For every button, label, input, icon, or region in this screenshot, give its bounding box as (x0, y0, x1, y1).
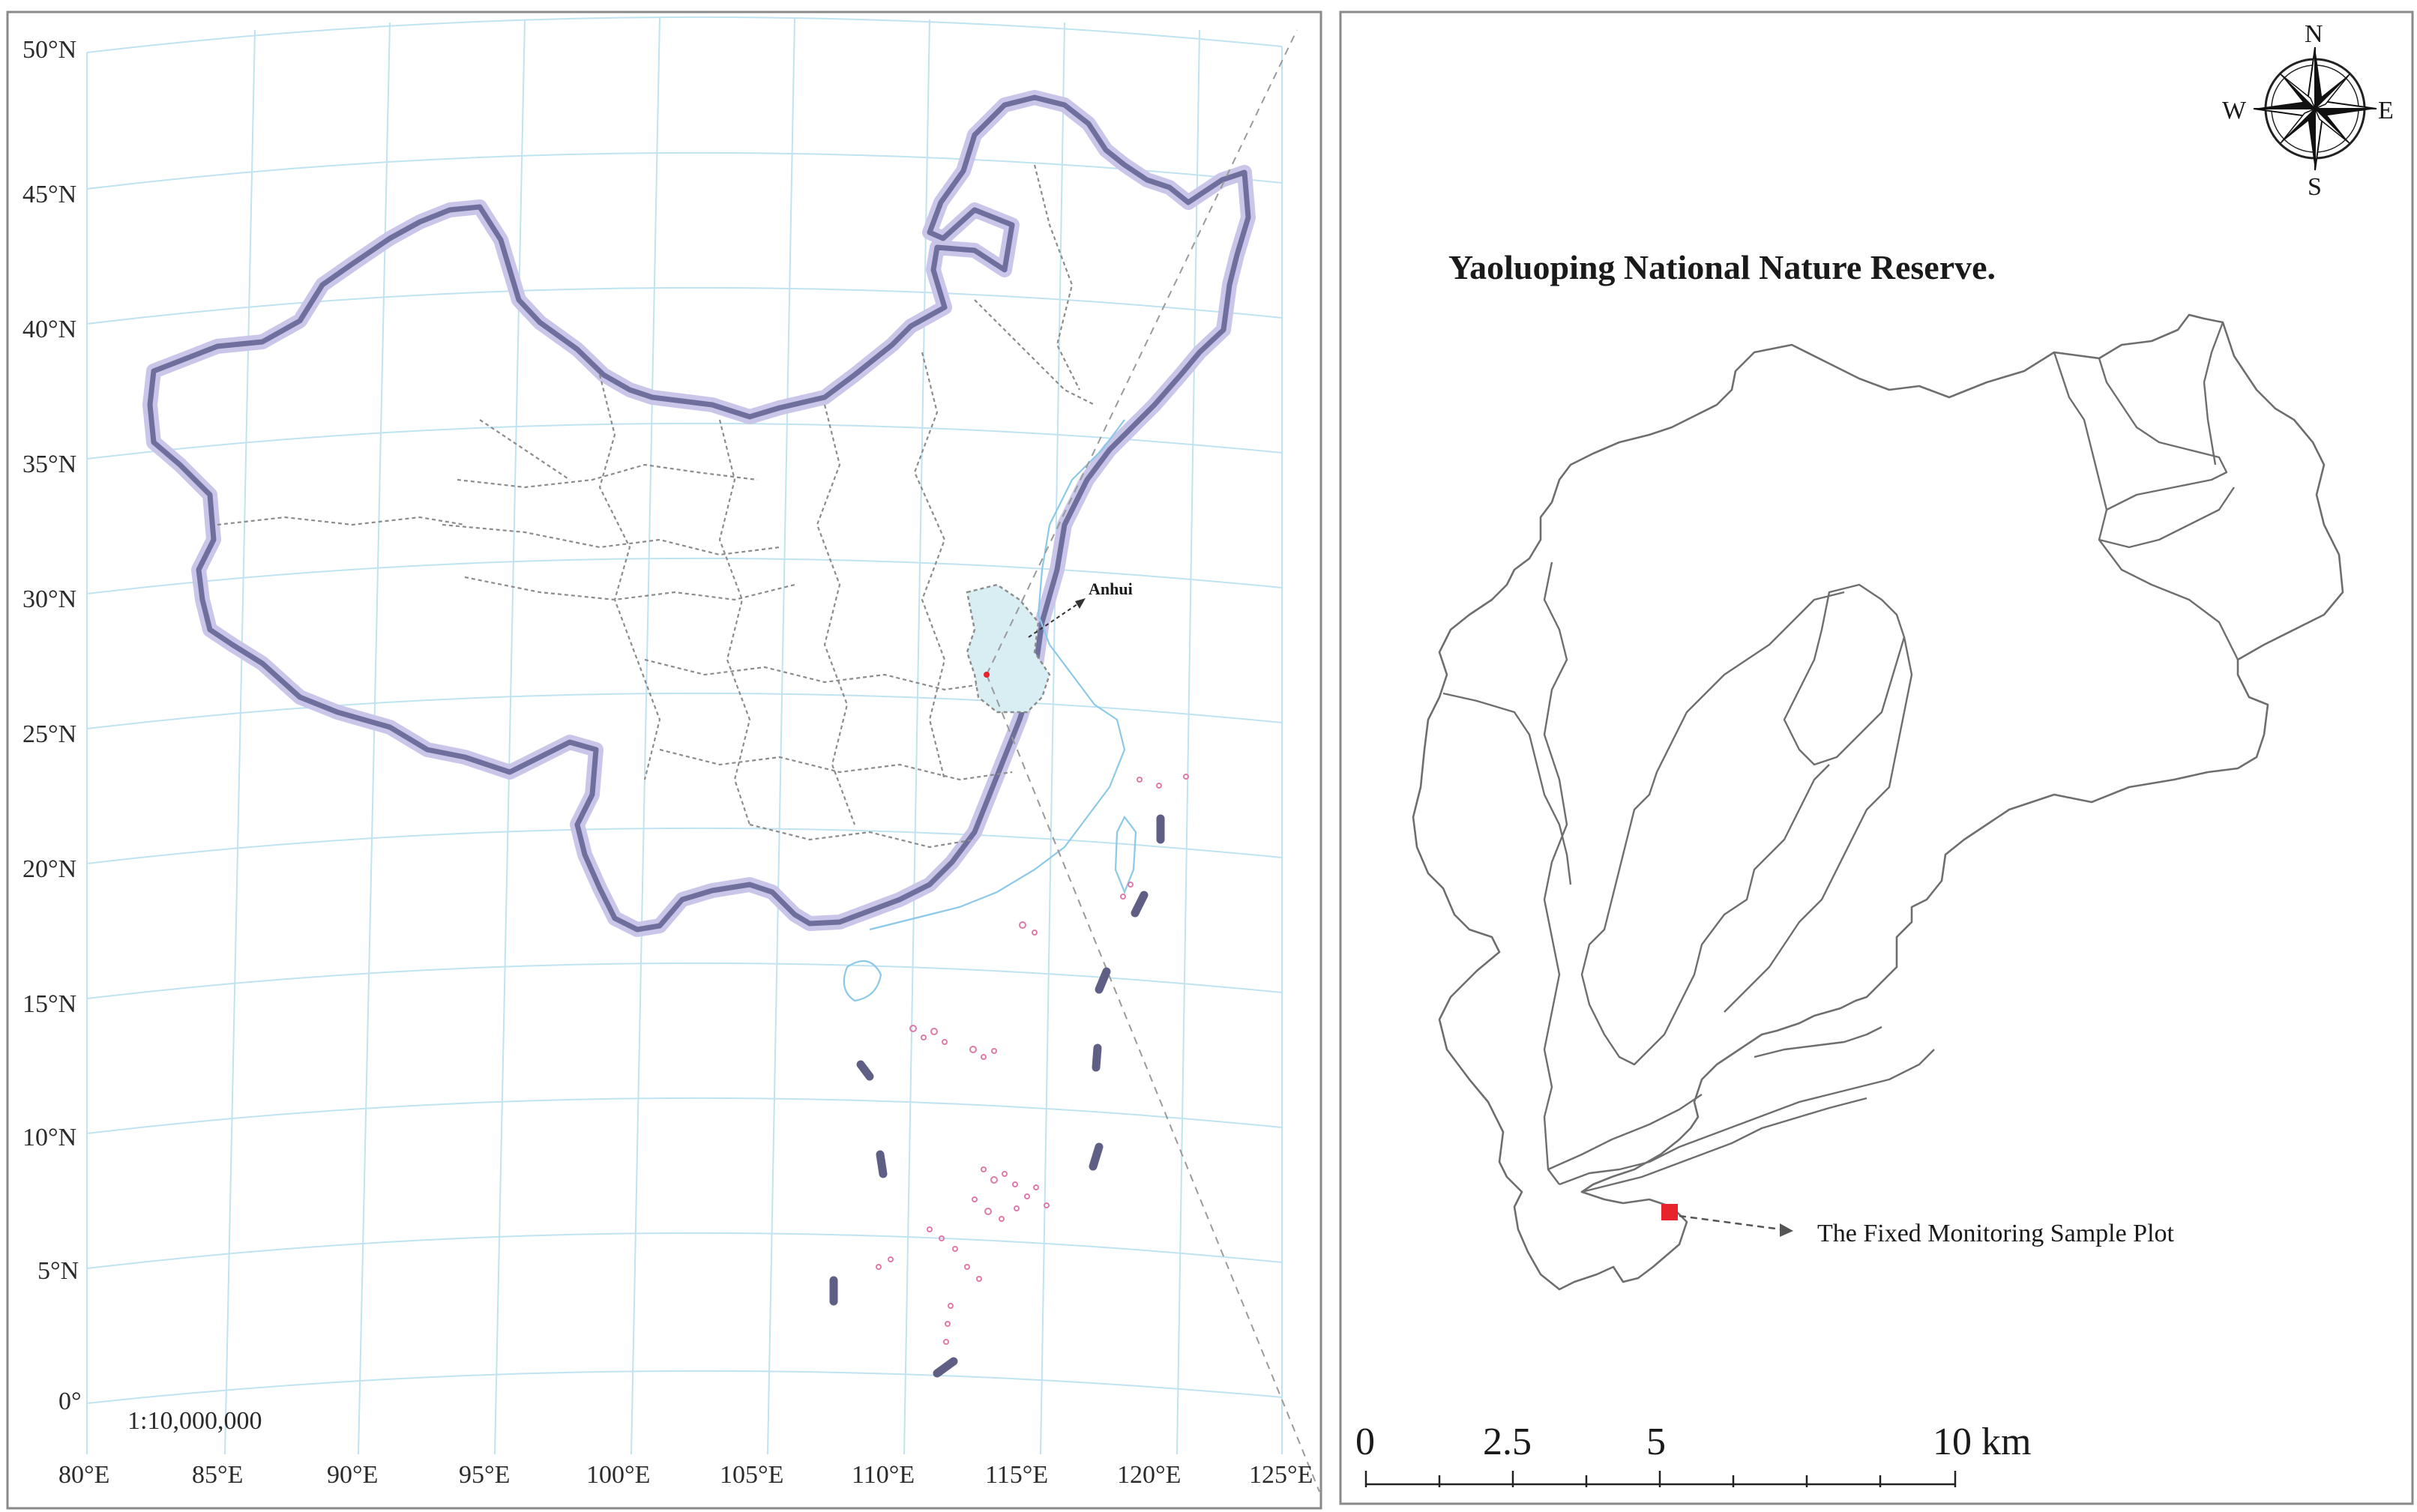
sample-plot-marker (1661, 1204, 1678, 1220)
lon-label: 85°E (192, 1461, 243, 1489)
lat-label: 5°N (37, 1257, 79, 1285)
lon-label: 80°E (58, 1461, 109, 1489)
lon-label: 125°E (1249, 1461, 1313, 1489)
lon-label: 110°E (852, 1461, 915, 1489)
lat-label: 30°N (22, 585, 76, 613)
map-title: Yaoluoping National Nature Reserve. (1448, 248, 1996, 286)
compass-west: W (2222, 97, 2247, 124)
lat-label: 20°N (22, 855, 76, 883)
graticule (86, 16, 1283, 1455)
china-map-frame (6, 10, 1322, 1510)
lon-label: 100°E (586, 1461, 650, 1489)
longitude-labels: 80°E 85°E 90°E 95°E 100°E 105°E 110°E 11… (58, 1461, 1313, 1489)
lon-label: 105°E (720, 1461, 783, 1489)
province-boundaries (217, 164, 1095, 849)
reserve-location-marker (984, 672, 990, 678)
lon-label: 90°E (327, 1461, 378, 1489)
compass-east: E (2378, 97, 2394, 124)
scale-label-0: 0 (1355, 1421, 1375, 1463)
scale-bar (1364, 1471, 1957, 1487)
sample-plot-arrow (1679, 1214, 1782, 1231)
reserve-boundary (1412, 313, 2344, 1291)
lon-label: 115°E (985, 1461, 1048, 1489)
lat-label: 0° (58, 1388, 82, 1415)
latitude-labels: 50°N 45°N 40°N 35°N 30°N 25°N 20°N 15°N … (22, 36, 82, 1415)
lat-label: 35°N (22, 451, 76, 478)
south-sea-islands (876, 774, 1189, 1345)
nine-dash-line (829, 814, 1165, 1378)
zoom-lines (986, 29, 1320, 1493)
lat-label: 40°N (22, 316, 76, 343)
anhui-province (966, 583, 1051, 714)
map-scale-ratio: 1:10,000,000 (127, 1407, 262, 1435)
lat-label: 25°N (22, 720, 76, 748)
china-outline (142, 90, 1256, 937)
anhui-callout: Anhui (1028, 579, 1133, 638)
scale-label-5: 5 (1646, 1421, 1666, 1463)
lat-label: 50°N (22, 36, 76, 64)
scale-label-10km: 10 km (1933, 1421, 2031, 1463)
compass-rose-icon (2253, 46, 2377, 171)
lon-label: 95°E (459, 1461, 510, 1489)
lat-label: 10°N (22, 1124, 76, 1151)
scale-label-2-5: 2.5 (1483, 1421, 1532, 1463)
coastline (843, 419, 1137, 1002)
sample-plot-label: The Fixed Monitoring Sample Plot (1817, 1220, 2175, 1247)
compass-south: S (2308, 173, 2322, 201)
lat-label: 45°N (22, 181, 76, 208)
compass-north: N (2305, 20, 2323, 48)
lat-label: 15°N (22, 990, 76, 1018)
anhui-label: Anhui (1089, 579, 1133, 598)
lon-label: 120°E (1117, 1461, 1181, 1489)
